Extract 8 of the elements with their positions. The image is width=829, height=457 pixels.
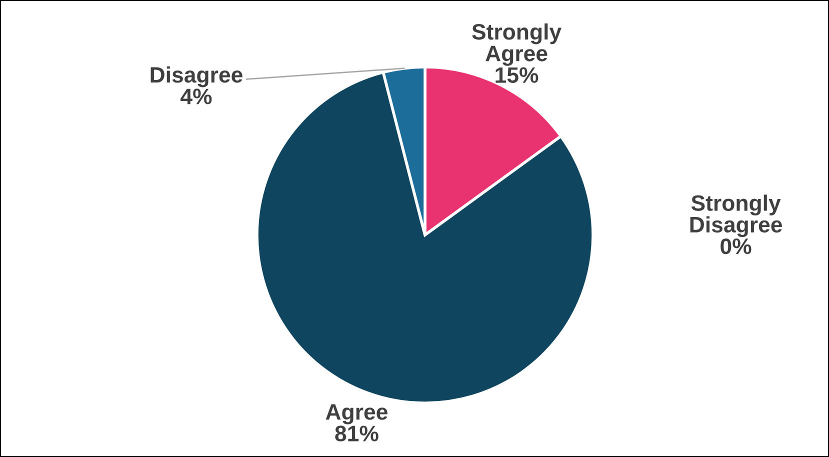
slice-label: Disagree (150, 66, 242, 88)
slice-label: Strongly Agree (472, 23, 562, 66)
text: 0% (720, 238, 752, 254)
data-label: 15% (496, 67, 538, 83)
data-label: 81% (335, 426, 378, 442)
data-label: 4% (180, 88, 212, 104)
slice-label: Agree (326, 404, 388, 424)
category-label: Strongly Disagree (690, 194, 782, 238)
